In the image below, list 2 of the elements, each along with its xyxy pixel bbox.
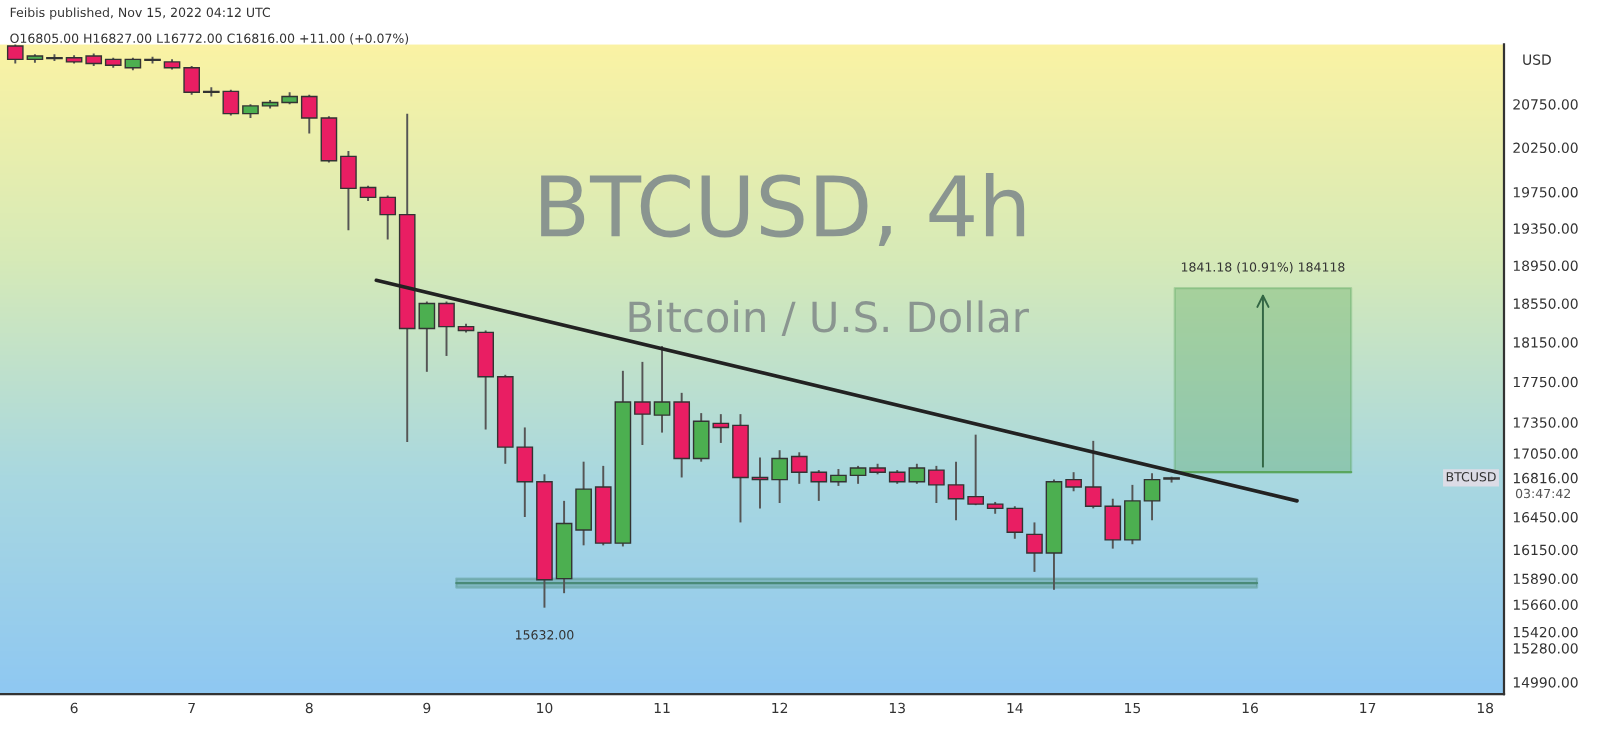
text: BTCUSD, 4h — [541, 173, 1025, 247]
text: Bitcoin / U.S. Dollar — [629, 300, 1029, 336]
